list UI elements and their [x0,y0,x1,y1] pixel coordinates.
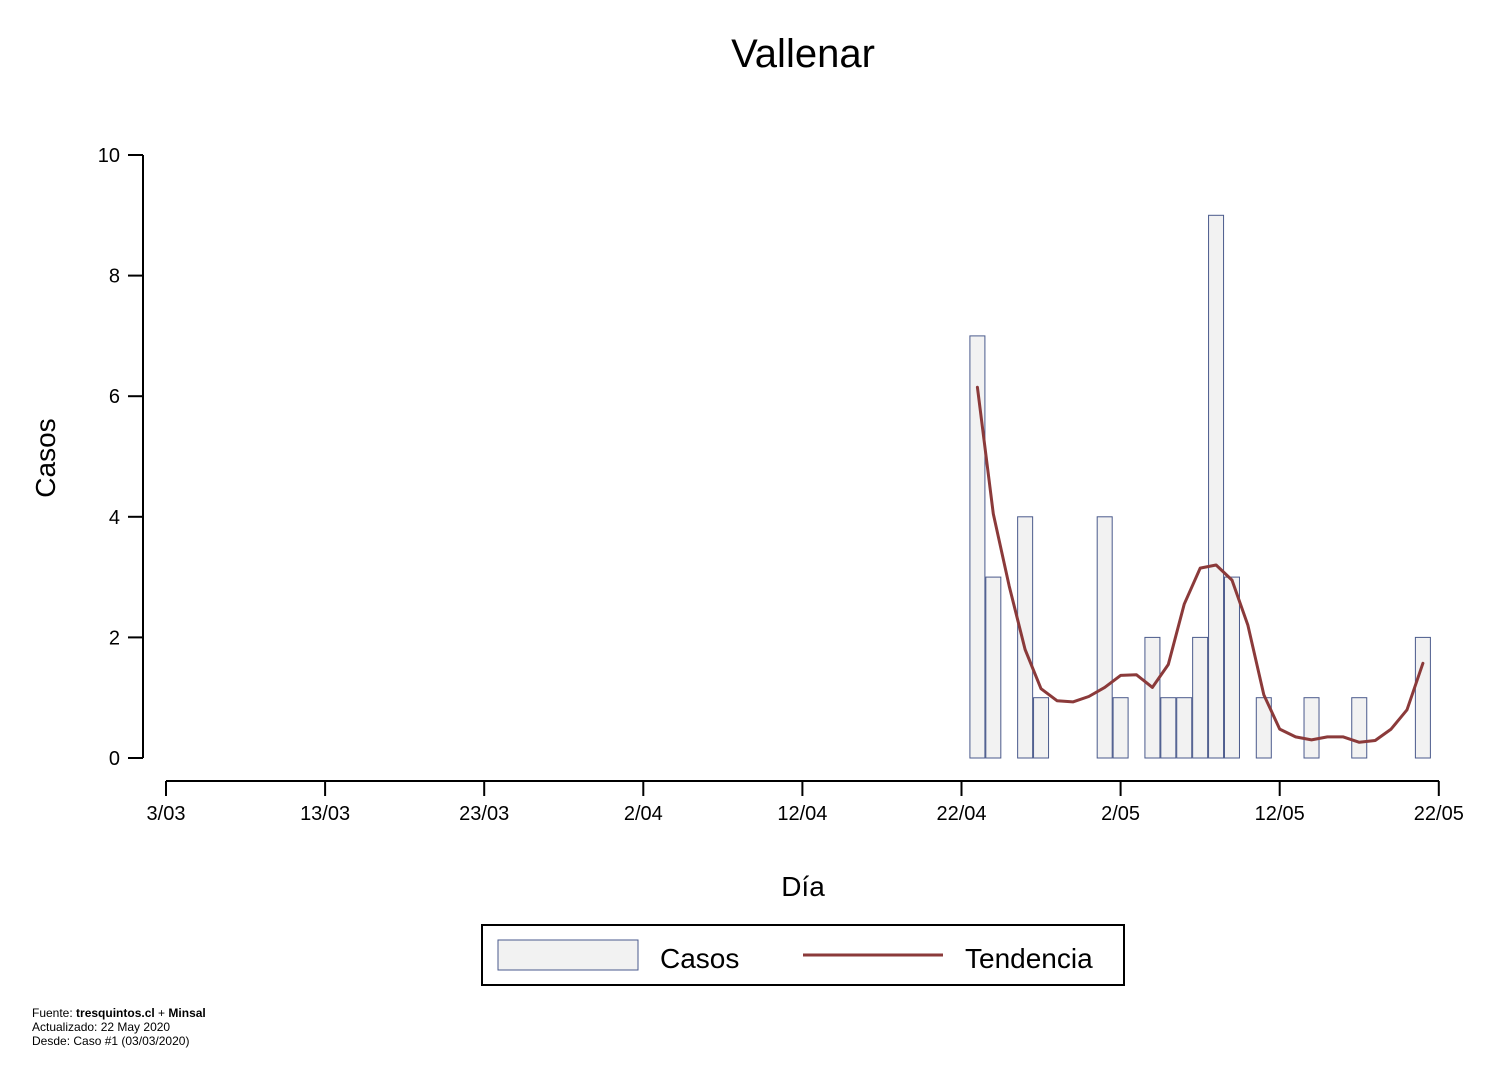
bar [1144,636,1161,759]
y-tick-label: 10 [98,145,120,167]
legend-swatch-casos [497,939,639,971]
bar [1303,697,1320,759]
y-axis: 0 2 4 6 8 10 [98,145,144,770]
footer-source-site: tresquintos.cl [76,1006,155,1020]
y-tick-label: 8 [109,266,120,288]
x-axis-label: Día [781,871,825,902]
x-ticks: 3/03 13/03 23/03 2/04 12/04 22/04 2/05 12/05 22/… [147,781,1464,825]
legend: Casos Tendencia [481,924,1125,986]
legend-label-casos: Casos [660,943,739,974]
bar [1208,214,1225,759]
bar [1351,697,1368,759]
bar [1176,697,1193,759]
bar [1017,516,1034,759]
chart-title: Vallenar [731,32,875,76]
x-tick-label: 12/04 [777,803,827,825]
x-tick-label: 22/04 [936,803,986,825]
y-tick-label: 0 [109,748,120,770]
bar [1112,697,1129,759]
footer-since: Desde: Caso #1 (03/03/2020) [32,1034,190,1048]
bar [985,576,1002,759]
x-tick-label: 12/05 [1255,803,1305,825]
legend-label-tendencia: Tendencia [965,943,1093,974]
footer-source: Fuente: tresquintos.cl + Minsal [32,1006,206,1020]
x-tick-label: 22/05 [1414,803,1464,825]
bar [1414,636,1431,759]
bar [1223,576,1240,759]
x-tick-label: 2/05 [1101,803,1140,825]
bars-series-casos [969,214,1431,759]
y-tick-label: 2 [109,627,120,649]
y-ticks: 0 2 4 6 8 10 [98,145,143,770]
bar [1192,636,1209,759]
trend-series-tendencia [975,385,1425,744]
x-tick-label: 13/03 [300,803,350,825]
y-tick-label: 6 [109,386,120,408]
trend-line [975,385,1425,744]
y-tick-label: 4 [109,507,120,529]
bar [969,335,986,759]
bar [1033,697,1050,759]
footer-source-org: Minsal [168,1006,206,1020]
x-tick-label: 23/03 [459,803,509,825]
x-tick-label: 2/04 [624,803,663,825]
y-axis-label: Casos [30,418,61,497]
x-axis: 3/03 13/03 23/03 2/04 12/04 22/04 2/05 12/05 22/… [147,780,1464,825]
bar [1160,697,1177,759]
footer: Fuente: tresquintos.cl + Minsal Actualiz… [32,1006,206,1048]
bar [1096,516,1113,759]
x-tick-label: 3/03 [147,803,186,825]
footer-updated: Actualizado: 22 May 2020 [32,1020,171,1034]
